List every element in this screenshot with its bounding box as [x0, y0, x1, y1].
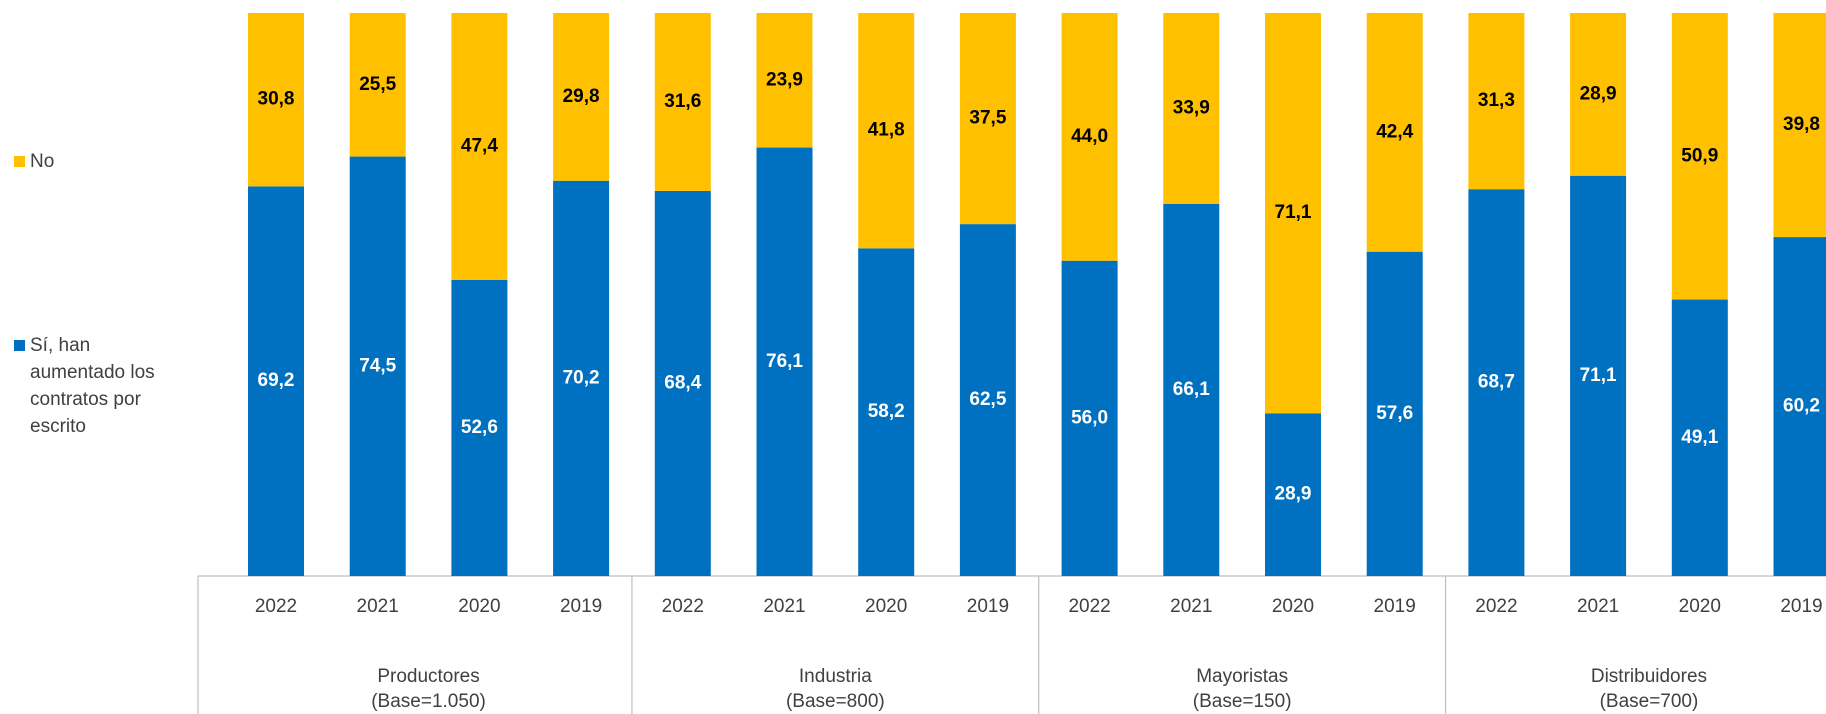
value-label: 25,5 — [359, 74, 396, 95]
bar-segment — [654, 190, 711, 576]
bar-segment — [858, 248, 915, 577]
value-label: 71,1 — [1580, 365, 1617, 386]
legend-swatch — [14, 340, 25, 351]
value-label: 68,4 — [664, 372, 701, 393]
value-label: 30,8 — [258, 89, 295, 110]
x-tick-label: 2020 — [1679, 596, 1721, 617]
x-tick-label: 2019 — [1374, 596, 1416, 617]
bar-segment — [451, 13, 508, 280]
bar-segment — [959, 224, 1016, 576]
x-tick-label: 2021 — [1170, 596, 1212, 617]
bar-segment — [959, 13, 1016, 225]
group-base: (Base=800) — [786, 691, 885, 712]
bar-segment — [1773, 13, 1826, 238]
value-label: 57,6 — [1376, 403, 1413, 424]
value-label: 37,5 — [969, 108, 1006, 129]
x-tick-label: 2022 — [255, 596, 297, 617]
group-label: Distribuidores — [1591, 666, 1707, 687]
x-tick-label: 2019 — [560, 596, 602, 617]
x-tick-label: 2021 — [357, 596, 399, 617]
x-tick-label: 2021 — [763, 596, 805, 617]
value-label: 60,2 — [1783, 396, 1820, 417]
bar-segment — [1773, 237, 1826, 576]
value-label: 76,1 — [766, 351, 803, 372]
bar-segment — [756, 13, 813, 148]
bar-segment — [756, 147, 813, 576]
value-label: 68,7 — [1478, 372, 1515, 393]
value-label: 69,2 — [258, 370, 295, 391]
bar-segment — [349, 13, 406, 157]
x-tick-label: 2022 — [1475, 596, 1517, 617]
x-tick-label: 2019 — [967, 596, 1009, 617]
bar-segment — [1265, 413, 1321, 576]
value-label: 50,9 — [1681, 145, 1718, 166]
legend-label: No — [30, 151, 55, 172]
value-label: 47,4 — [461, 135, 498, 156]
bar-segment — [1366, 13, 1423, 252]
bar-segment — [248, 186, 304, 577]
x-tick-label: 2020 — [458, 596, 500, 617]
value-label: 31,3 — [1478, 90, 1515, 111]
x-tick-label: 2021 — [1577, 596, 1619, 617]
x-tick-label: 2020 — [1272, 596, 1314, 617]
bar-segment — [1570, 13, 1627, 176]
bar-segment — [1061, 260, 1118, 576]
value-label: 28,9 — [1275, 484, 1312, 505]
value-label: 71,1 — [1275, 202, 1312, 223]
group-base: (Base=1.050) — [371, 691, 486, 712]
bar-segment — [1265, 13, 1321, 414]
bar-segment — [1671, 13, 1728, 300]
group-base: (Base=700) — [1600, 691, 1699, 712]
bar-segment — [349, 156, 406, 576]
bar-segment — [1366, 251, 1423, 576]
bar-segment — [451, 279, 508, 576]
bar-segment — [1468, 189, 1525, 576]
legend-label: Sí, han aumentado los contratos por escr… — [30, 335, 155, 437]
value-label: 56,0 — [1071, 407, 1108, 428]
bar-segment — [248, 13, 304, 187]
bar-segment — [1671, 299, 1728, 576]
x-tick-label: 2022 — [1068, 596, 1110, 617]
bar-segment — [553, 13, 610, 181]
value-label: 58,2 — [868, 401, 905, 422]
value-label: 66,1 — [1173, 379, 1210, 400]
value-label: 41,8 — [868, 120, 905, 141]
value-label: 31,6 — [664, 91, 701, 112]
bar-segment — [1570, 175, 1627, 576]
x-tick-label: 2020 — [865, 596, 907, 617]
legend-item: Sí, han aumentado los contratos por escr… — [14, 332, 170, 440]
value-label: 62,5 — [969, 389, 1006, 410]
value-label: 74,5 — [359, 355, 396, 376]
value-label: 49,1 — [1681, 427, 1718, 448]
bar-segment — [654, 13, 711, 191]
group-label: Mayoristas — [1196, 666, 1288, 687]
bar-segment — [1163, 13, 1220, 204]
bar-segment — [1061, 13, 1118, 261]
value-label: 28,9 — [1580, 83, 1617, 104]
group-label: Industria — [799, 666, 872, 687]
value-label: 44,0 — [1071, 126, 1108, 147]
value-label: 29,8 — [563, 86, 600, 107]
x-tick-label: 2022 — [662, 596, 704, 617]
legend-swatch — [14, 156, 25, 167]
bar-segment — [1468, 13, 1525, 190]
value-label: 39,8 — [1783, 114, 1820, 135]
group-base: (Base=150) — [1193, 691, 1292, 712]
value-label: 52,6 — [461, 417, 498, 438]
bar-segment — [858, 13, 915, 249]
bar-segment — [1163, 203, 1220, 576]
value-label: 42,4 — [1376, 121, 1413, 142]
value-label: 23,9 — [766, 69, 803, 90]
value-label: 33,9 — [1173, 97, 1210, 118]
x-tick-label: 2019 — [1780, 596, 1822, 617]
group-label: Productores — [377, 666, 479, 687]
legend-item: No — [14, 148, 170, 175]
value-label: 70,2 — [563, 367, 600, 388]
bar-segment — [553, 180, 610, 577]
